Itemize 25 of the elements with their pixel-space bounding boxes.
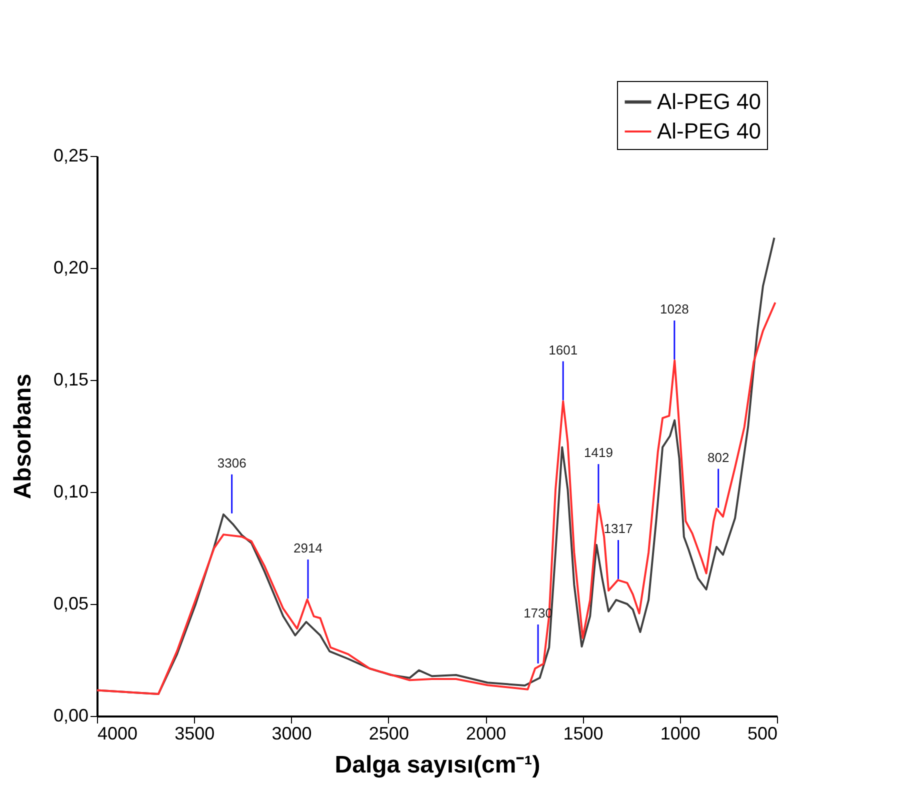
annotation: 1317 [604, 521, 633, 536]
annotation: 1601 [548, 342, 578, 358]
x-tick-label: 3500 [174, 724, 215, 744]
x-tick-label: 2500 [368, 724, 409, 744]
y-tick-label: 0,15 [53, 370, 88, 390]
x-tick-label: 500 [747, 724, 778, 744]
y-tick-label: 0,05 [53, 594, 88, 614]
annotation: 2914 [294, 540, 322, 556]
x-tick-label: 2000 [466, 724, 506, 744]
y-tick-label: 0,25 [53, 146, 88, 166]
y-axis-title: Absorbans [9, 374, 36, 500]
x-tick-label: 1500 [563, 724, 604, 744]
y-tick-label: 0,00 [53, 706, 88, 726]
annotation: 3306 [217, 455, 246, 470]
annotation: 1028 [660, 302, 689, 317]
legend-label: Al-PEG 40 [657, 118, 761, 144]
y-tick-label: 0,20 [53, 258, 88, 278]
x-tick-label: 3000 [272, 724, 312, 744]
x-tick-label: 1000 [660, 724, 700, 744]
x-axis-title: Dalga sayısı(cm⁻¹) [334, 752, 540, 778]
legend-label: Al-PEG 40 [657, 89, 761, 114]
annotation: 1419 [584, 445, 613, 460]
annotation: 802 [707, 450, 730, 465]
y-tick-label: 0,10 [53, 482, 88, 502]
x-tick-label: 4000 [98, 724, 138, 744]
